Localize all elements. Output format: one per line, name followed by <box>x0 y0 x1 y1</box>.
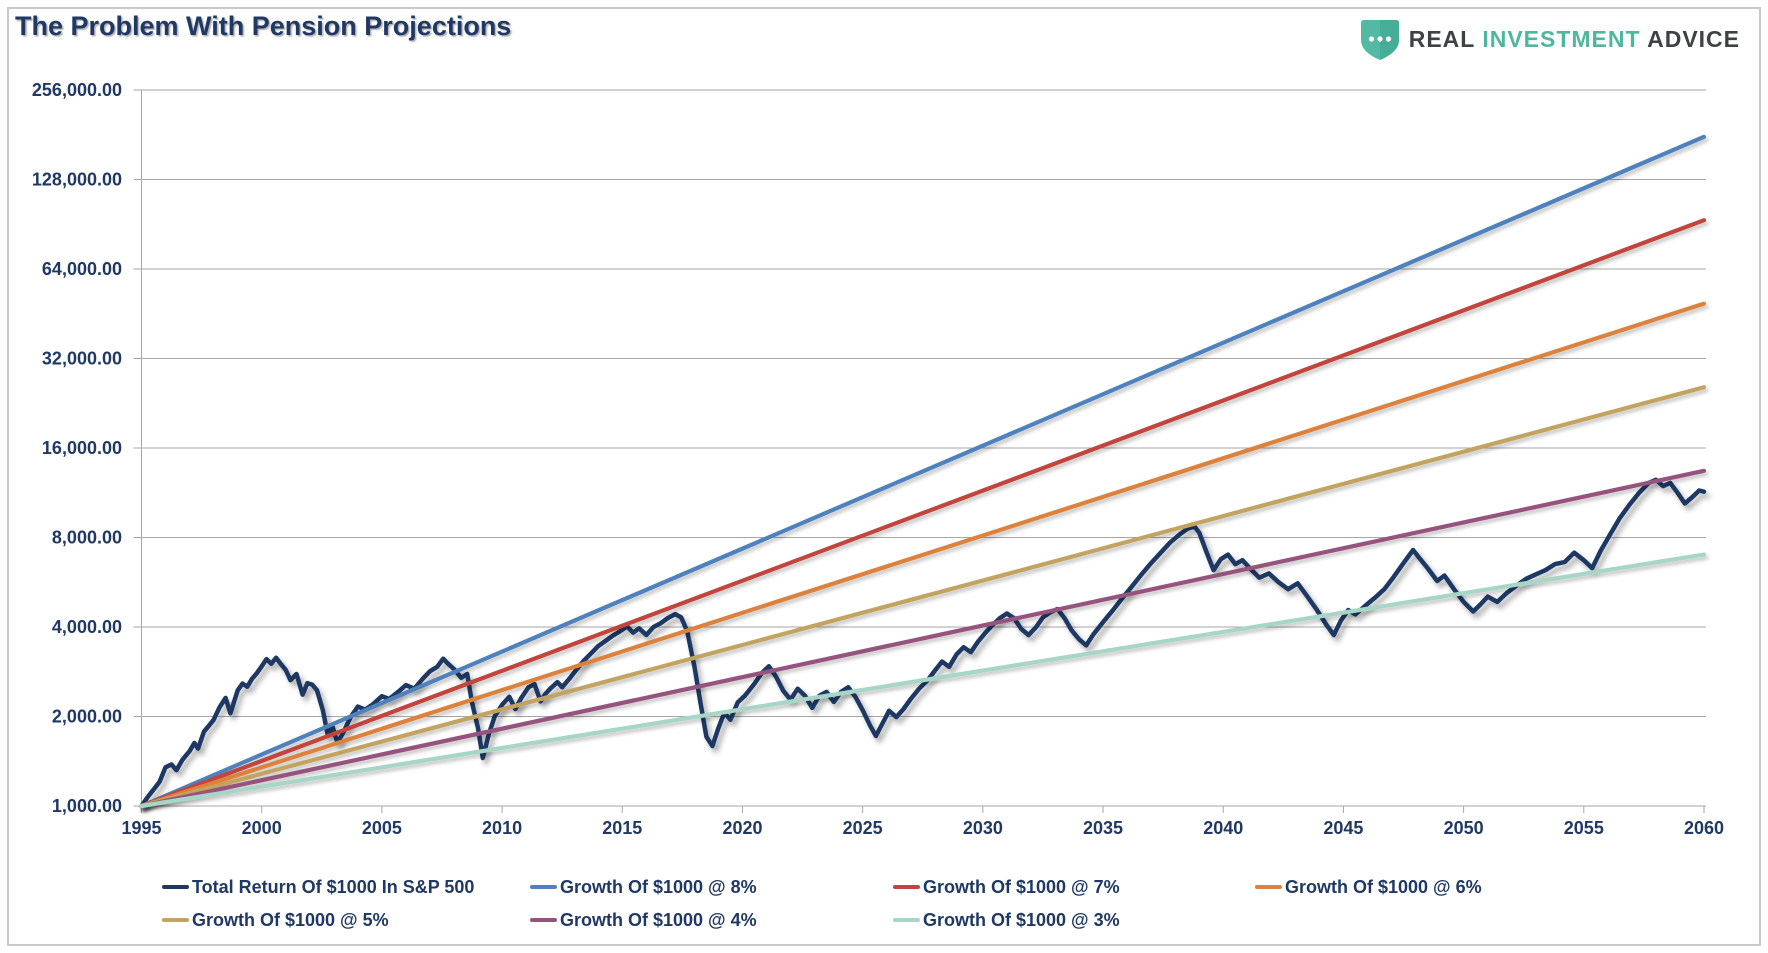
legend-swatch <box>530 917 557 923</box>
x-tick-label: 2035 <box>1083 818 1123 838</box>
growth-line-5pct <box>139 385 1707 809</box>
legend-item-4pct: Growth Of $1000 @ 4% <box>530 909 757 931</box>
logo-wordmark: REAL INVESTMENT ADVICE <box>1409 26 1740 53</box>
x-tick-label: 2015 <box>602 818 642 838</box>
y-tick-label: 256,000.00 <box>32 80 122 100</box>
growth-line-4pct <box>139 468 1707 809</box>
legend-label: Growth Of $1000 @ 7% <box>923 876 1120 897</box>
legend-swatch <box>530 884 557 890</box>
logo-word-investment: INVESTMENT <box>1482 25 1641 52</box>
legend-swatch <box>893 917 920 923</box>
legend-label: Total Return Of $1000 In S&P 500 <box>192 876 475 897</box>
legend-swatch <box>162 884 189 890</box>
x-tick-label: 1995 <box>121 818 161 838</box>
shield-icon <box>1360 19 1399 60</box>
y-tick-label: 2,000.00 <box>52 707 122 727</box>
logo-word-advice: ADVICE <box>1647 25 1740 52</box>
x-tick-label: 2060 <box>1684 818 1724 838</box>
legend-item-sp500: Total Return Of $1000 In S&P 500 <box>162 876 474 898</box>
growth-line-8pct <box>139 134 1707 809</box>
growth-line-6pct <box>139 301 1707 809</box>
legend-label: Growth Of $1000 @ 3% <box>923 909 1120 930</box>
y-tick-label: 32,000.00 <box>42 349 122 369</box>
x-tick-label: 2005 <box>362 818 402 838</box>
page-title: The Problem With Pension Projections <box>15 11 512 41</box>
x-tick-label: 2055 <box>1564 818 1604 838</box>
legend-label: Growth Of $1000 @ 5% <box>192 909 389 930</box>
x-tick-label: 2040 <box>1203 818 1243 838</box>
sp500-total-return-line <box>139 477 1707 809</box>
logo-word-real: REAL <box>1408 25 1475 52</box>
y-tick-label: 1,000.00 <box>52 796 122 816</box>
legend-item-8pct: Growth Of $1000 @ 8% <box>530 876 757 898</box>
y-tick-label: 8,000.00 <box>52 528 122 548</box>
legend-label: Growth Of $1000 @ 8% <box>560 876 757 897</box>
data-series <box>139 134 1707 809</box>
legend-item-7pct: Growth Of $1000 @ 7% <box>893 876 1120 898</box>
axis-labels: 1,000.00 2,000.00 4,000.00 8,000.00 16,000.0… <box>32 80 1724 838</box>
x-tick-label: 2045 <box>1323 818 1363 838</box>
legend-label: Growth Of $1000 @ 6% <box>1285 876 1482 897</box>
x-tick-label: 2050 <box>1444 818 1484 838</box>
x-tick-label: 2020 <box>722 818 762 838</box>
legend-swatch <box>162 917 189 923</box>
y-tick-label: 64,000.00 <box>42 259 122 279</box>
legend-swatch <box>1255 884 1282 890</box>
x-tick-label: 2025 <box>843 818 883 838</box>
real-investment-advice-logo: REAL INVESTMENT ADVICE <box>1360 18 1740 60</box>
legend-label: Growth Of $1000 @ 4% <box>560 909 757 930</box>
x-tick-label: 2010 <box>482 818 522 838</box>
legend-item-3pct: Growth Of $1000 @ 3% <box>893 909 1120 931</box>
legend-item-6pct: Growth Of $1000 @ 6% <box>1255 876 1482 898</box>
legend-swatch <box>893 884 920 890</box>
legend-item-5pct: Growth Of $1000 @ 5% <box>162 909 389 931</box>
x-tick-label: 2030 <box>963 818 1003 838</box>
y-tick-label: 128,000.00 <box>32 170 122 190</box>
gridlines <box>141 89 1706 807</box>
y-tick-label: 16,000.00 <box>42 438 122 458</box>
growth-line-7pct <box>139 218 1707 809</box>
y-tick-label: 4,000.00 <box>52 617 122 637</box>
growth-line-3pct <box>139 552 1707 809</box>
x-tick-label: 2000 <box>242 818 282 838</box>
